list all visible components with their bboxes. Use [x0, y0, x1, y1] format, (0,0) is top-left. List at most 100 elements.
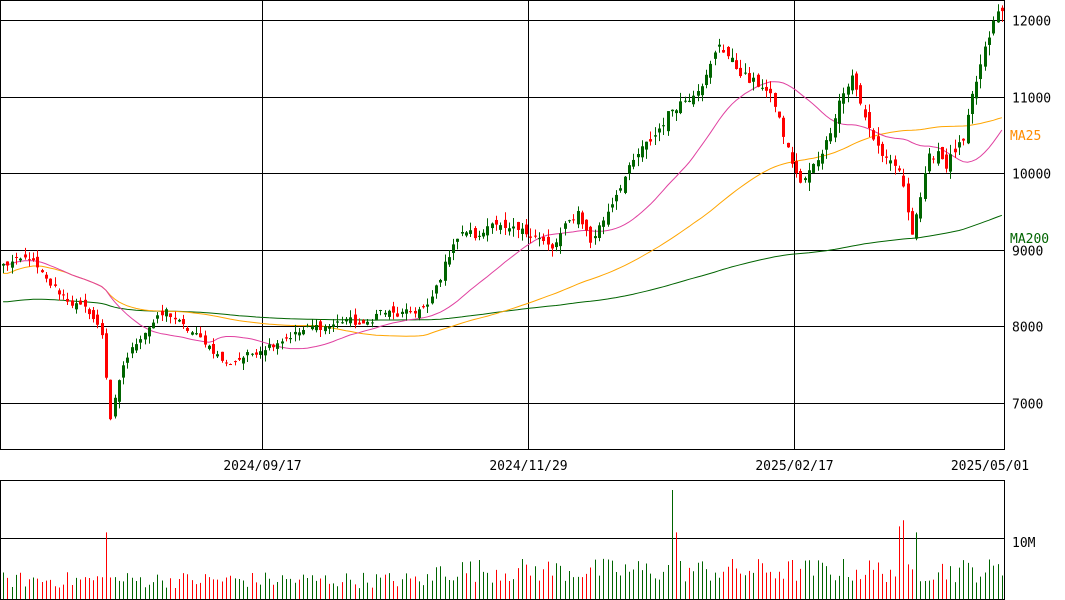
candle-body [731, 57, 734, 63]
candle-body [499, 225, 502, 230]
candle-body [379, 310, 382, 312]
candle-body [15, 256, 18, 258]
candle-body [75, 303, 78, 310]
candle-body [718, 44, 721, 47]
candle-body [422, 306, 425, 308]
candle-body [336, 321, 339, 323]
candle-body [525, 224, 528, 235]
candle-body [949, 154, 952, 172]
candle-body [795, 161, 798, 174]
candle-body [96, 314, 99, 325]
candle-body [817, 160, 820, 167]
candle-body [662, 125, 665, 127]
y-tick-label: 11000 [1012, 92, 1051, 107]
candle-body [79, 300, 82, 305]
candle-body [169, 313, 172, 318]
candle-body [259, 351, 262, 355]
volume-panel [0, 480, 1005, 600]
candle-body [272, 344, 275, 348]
candle-body [478, 235, 481, 237]
candle-body [114, 397, 117, 417]
candle-body [109, 379, 112, 420]
candle-body [298, 332, 301, 336]
candle-body [799, 171, 802, 183]
candle-body [637, 153, 640, 158]
candle-body [92, 310, 95, 320]
candle-body [486, 226, 489, 236]
candle-body [426, 304, 429, 307]
candle-body [782, 117, 785, 137]
candle-body [804, 178, 807, 181]
candle-body [461, 231, 464, 234]
candle-body [2, 263, 5, 266]
candle-body [315, 325, 318, 331]
candle-body [881, 143, 884, 156]
candle-body [572, 219, 575, 221]
candle-body [396, 313, 399, 317]
candle-body [6, 261, 9, 266]
candle-body [452, 244, 455, 253]
candle-body [847, 86, 850, 95]
candle-body [289, 338, 292, 340]
candle-body [692, 95, 695, 105]
candle-body [371, 322, 374, 324]
candle-body [769, 88, 772, 94]
ma75-line [3, 117, 1003, 337]
candle-body [58, 290, 61, 295]
candle-body [654, 135, 657, 137]
candle-body [71, 300, 74, 306]
candle-body [534, 235, 537, 237]
candle-body [628, 165, 631, 174]
candle-body [28, 259, 31, 261]
ma200-label: MA200 [1010, 232, 1049, 247]
candle-body [872, 130, 875, 140]
candle-body [958, 142, 961, 148]
candle-body [474, 228, 477, 239]
candle-body [19, 258, 22, 261]
candle-body [915, 214, 918, 239]
candle-body [152, 322, 155, 329]
candle-body [834, 118, 837, 138]
candle-body [739, 67, 742, 77]
grid [1, 1, 1004, 539]
candle-body [182, 319, 185, 325]
y-tick-label: 8000 [1012, 321, 1043, 336]
candle-body [658, 128, 661, 133]
candle-body [444, 261, 447, 281]
candle-body [32, 258, 35, 261]
x-tick-label: 2024/09/17 [223, 459, 301, 474]
candle-body [229, 364, 232, 366]
candle-body [54, 284, 57, 286]
candle-body [727, 46, 730, 57]
candle-body [66, 298, 69, 302]
candle-body [302, 330, 305, 335]
candle-body [366, 321, 369, 325]
candle-body [641, 146, 644, 158]
candle-body [392, 306, 395, 313]
candle-body [414, 310, 417, 314]
candle-body [276, 343, 279, 349]
candle-body [409, 311, 412, 313]
candle-body [435, 285, 438, 294]
candle-body [345, 318, 348, 322]
candle-body [671, 109, 674, 112]
candle-body [495, 219, 498, 225]
candle-body [161, 310, 164, 316]
ma25-label: MA25 [1010, 129, 1041, 144]
candle-body [456, 238, 459, 242]
candle-body [748, 73, 751, 83]
candle-body [212, 343, 215, 354]
volume-axis-label: 10M [1012, 536, 1036, 551]
candle-body [967, 114, 970, 144]
candle-body [577, 210, 580, 225]
candle-body [911, 211, 914, 235]
candle-body [568, 220, 571, 222]
candle-body [868, 112, 871, 129]
candle-body [294, 331, 297, 335]
candle-body [765, 86, 768, 91]
candle-body [615, 194, 618, 202]
candle-body [281, 341, 284, 344]
candle-body [238, 357, 241, 360]
candle-body [649, 139, 652, 142]
